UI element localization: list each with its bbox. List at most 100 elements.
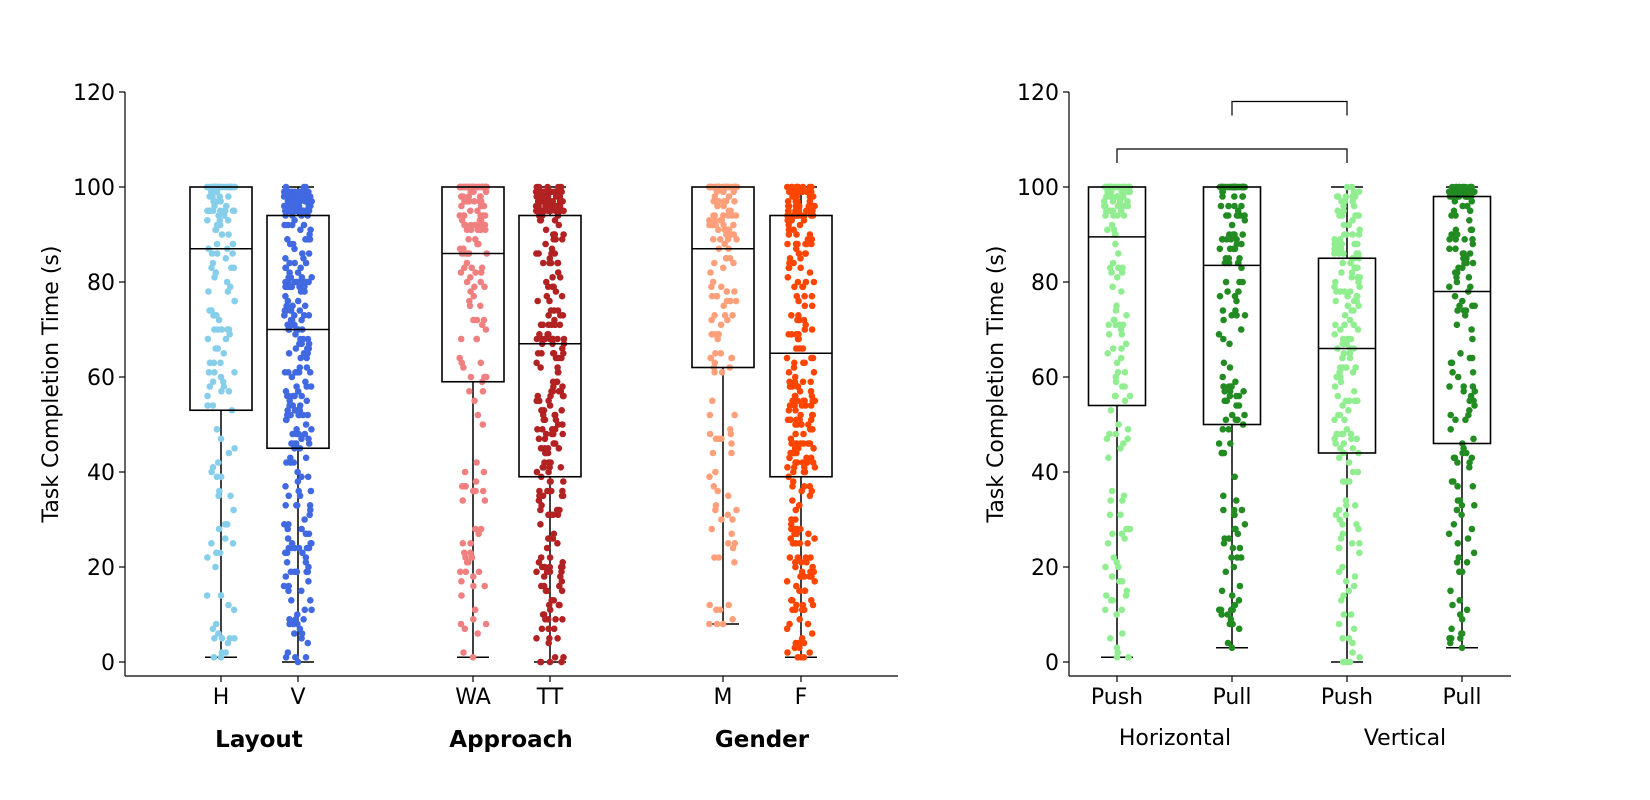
- data-point: [811, 578, 818, 585]
- data-point: [537, 217, 545, 224]
- data-point: [299, 549, 306, 557]
- data-point: [712, 221, 719, 229]
- data-point: [474, 411, 482, 419]
- data-point: [298, 635, 305, 642]
- data-point: [306, 511, 314, 519]
- data-point: [282, 573, 290, 580]
- x-tick-label: WA: [455, 685, 491, 710]
- data-point: [537, 521, 544, 528]
- data-point: [1339, 402, 1346, 409]
- data-point: [472, 478, 480, 485]
- data-point: [1355, 231, 1363, 238]
- data-point: [546, 554, 554, 561]
- y-tick-label: 40: [87, 461, 115, 486]
- data-point: [560, 207, 567, 215]
- data-point: [476, 217, 484, 224]
- data-point: [558, 236, 566, 243]
- data-point: [784, 198, 792, 205]
- data-point: [1332, 321, 1339, 329]
- data-point: [1222, 278, 1230, 286]
- data-point: [467, 274, 474, 281]
- data-point: [1447, 587, 1454, 595]
- data-point: [459, 497, 467, 504]
- data-point: [1339, 635, 1346, 642]
- data-point: [707, 354, 714, 362]
- data-point: [551, 654, 559, 661]
- data-point: [717, 350, 725, 357]
- data-point: [282, 388, 290, 395]
- data-point: [470, 316, 477, 324]
- data-point: [227, 283, 234, 291]
- data-point: [542, 202, 549, 210]
- data-point: [560, 335, 568, 343]
- data-point: [1125, 654, 1132, 661]
- data-point: [791, 559, 799, 566]
- data-point: [550, 202, 557, 210]
- data-point: [794, 383, 801, 390]
- data-point: [559, 198, 566, 205]
- y-tick-label: 40: [1031, 461, 1059, 486]
- data-point: [1446, 245, 1453, 253]
- data-point: [1340, 350, 1348, 357]
- data-point: [462, 221, 469, 229]
- data-point: [467, 540, 474, 547]
- group-label-approach: Approach: [449, 727, 572, 753]
- data-point: [1459, 202, 1466, 210]
- data-point: [708, 283, 715, 291]
- x-tick-label: TT: [536, 685, 564, 710]
- data-point: [1354, 326, 1362, 333]
- data-point: [1235, 625, 1243, 633]
- data-point: [785, 264, 793, 272]
- data-point: [214, 345, 222, 352]
- data-point: [535, 435, 543, 443]
- data-point: [1471, 302, 1478, 310]
- data-point: [1339, 335, 1347, 343]
- data-point: [467, 549, 474, 557]
- data-point: [461, 625, 469, 633]
- data-point: [1223, 212, 1230, 219]
- data-point: [1470, 435, 1477, 443]
- data-point: [1115, 563, 1122, 571]
- data-point: [286, 616, 293, 623]
- x-tick-label: H: [213, 685, 230, 710]
- data-point: [215, 212, 222, 219]
- data-point: [553, 378, 561, 386]
- data-point: [1218, 587, 1226, 595]
- data-point: [544, 188, 552, 196]
- data-point: [1217, 202, 1225, 210]
- data-point: [1336, 516, 1343, 523]
- data-point: [549, 350, 557, 357]
- data-point: [783, 354, 791, 362]
- data-point: [209, 207, 217, 215]
- data-point: [558, 407, 565, 414]
- data-point: [1452, 416, 1459, 424]
- data-point: [554, 421, 562, 428]
- data-point: [792, 606, 799, 614]
- data-point: [212, 563, 219, 571]
- data-point: [470, 292, 478, 300]
- data-point: [474, 207, 481, 215]
- data-point: [1219, 373, 1226, 381]
- data-point: [711, 369, 718, 376]
- data-point: [1220, 506, 1227, 514]
- data-point: [1350, 625, 1358, 633]
- data-point: [805, 421, 812, 428]
- data-point: [784, 649, 791, 656]
- data-point: [789, 497, 796, 504]
- data-point: [287, 307, 295, 314]
- data-point: [550, 597, 558, 604]
- data-point: [308, 540, 315, 547]
- data-point: [471, 606, 479, 614]
- data-point: [1233, 392, 1240, 400]
- data-point: [806, 269, 814, 276]
- data-point: [1104, 540, 1112, 547]
- data-point: [225, 449, 233, 457]
- data-point: [284, 198, 292, 205]
- data-point: [1223, 397, 1231, 405]
- data-point: [291, 321, 298, 329]
- data-point: [786, 554, 794, 561]
- data-point: [465, 559, 472, 566]
- data-point: [724, 511, 732, 519]
- data-point: [281, 207, 289, 215]
- data-point: [287, 274, 295, 281]
